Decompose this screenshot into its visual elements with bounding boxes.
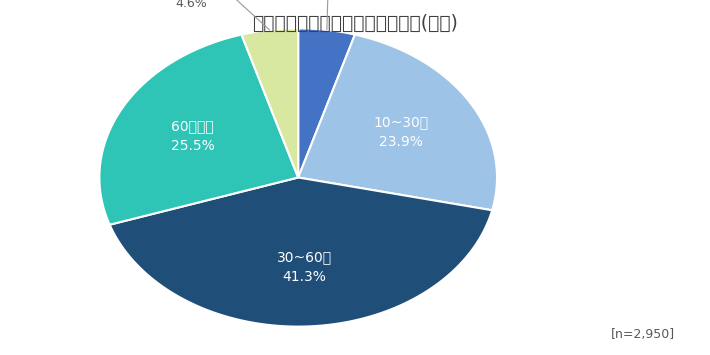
Text: 通勤で電車やバスを利用する時間(片道): 通勤で電車やバスを利用する時間(片道): [252, 14, 458, 33]
Text: [n=2,950]: [n=2,950]: [611, 328, 674, 341]
Polygon shape: [109, 178, 492, 327]
Polygon shape: [298, 34, 497, 210]
Polygon shape: [241, 28, 298, 178]
Text: 10~30分
23.9%: 10~30分 23.9%: [373, 115, 429, 149]
Polygon shape: [298, 28, 355, 178]
Text: 60分以上
25.5%: 60分以上 25.5%: [170, 120, 214, 153]
Text: 30~60分
41.3%: 30~60分 41.3%: [277, 250, 332, 284]
Polygon shape: [99, 34, 298, 225]
Text: 公共交通機関
を使わない
4.6%: 公共交通機関 を使わない 4.6%: [162, 0, 207, 10]
